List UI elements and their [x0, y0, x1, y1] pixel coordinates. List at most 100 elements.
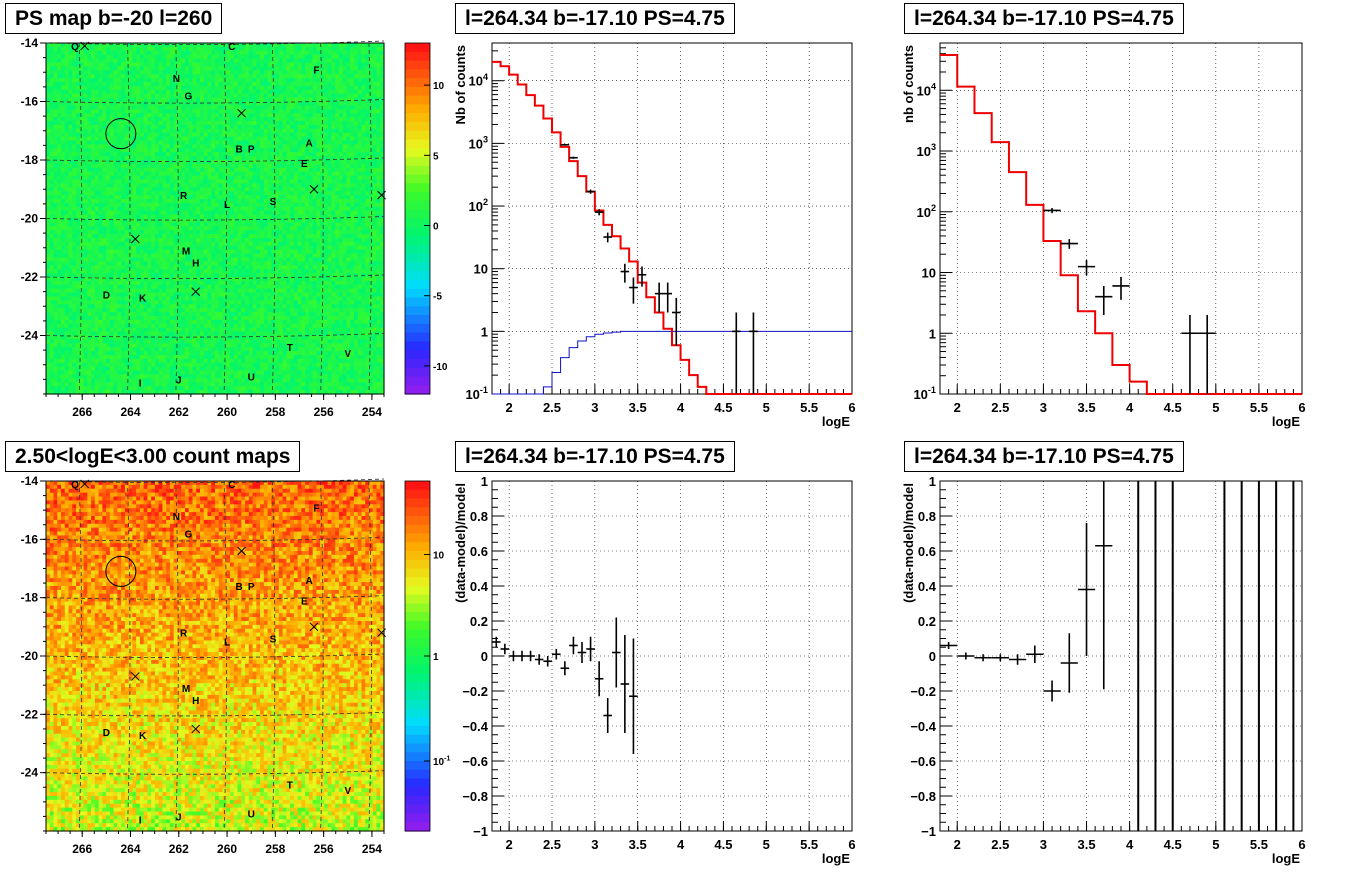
heatmap-cell: [230, 191, 235, 196]
heatmap-cell: [252, 175, 257, 181]
heatmap-cell: [139, 117, 145, 122]
heatmap-cell: [132, 140, 137, 145]
heatmap-cell: [252, 144, 257, 149]
heatmap-cell: [211, 187, 216, 192]
heatmap-cell: [177, 117, 182, 122]
heatmap-cell: [181, 214, 186, 220]
heatmap-cell: [136, 62, 141, 67]
heatmap-cell: [64, 249, 70, 255]
heatmap-cell: [83, 179, 88, 184]
heatmap-cell: [61, 85, 66, 91]
heatmap-cell: [143, 195, 148, 200]
heatmap-cell: [335, 144, 340, 149]
heatmap-cell: [57, 245, 62, 251]
heatmap-cell: [327, 195, 333, 200]
heatmap-cell: [143, 206, 148, 212]
heatmap-cell: [237, 156, 242, 161]
heatmap-cell: [68, 218, 73, 223]
heatmap-cell: [267, 109, 272, 114]
heatmap-cell: [320, 191, 325, 196]
heatmap-cell: [184, 132, 190, 138]
heatmap-cell: [181, 152, 186, 157]
heatmap-cell: [290, 89, 295, 95]
heatmap-cell: [230, 214, 235, 220]
heatmap-cell: [83, 152, 88, 157]
heatmap-cell: [128, 97, 133, 103]
heatmap-cell: [327, 226, 333, 231]
heatmap-cell: [143, 70, 148, 75]
heatmap-cell: [124, 105, 130, 110]
heatmap-cell: [68, 222, 73, 227]
heatmap-cell: [320, 214, 325, 220]
heatmap-cell: [83, 66, 88, 71]
heatmap-cell: [245, 179, 250, 184]
heatmap-cell: [350, 160, 355, 165]
heatmap-cell: [245, 163, 250, 169]
heatmap-cell: [109, 109, 115, 114]
heatmap-cell: [53, 249, 58, 255]
heatmap-cell: [293, 214, 299, 220]
heatmap-cell: [72, 191, 77, 196]
heatmap-cell: [320, 234, 325, 239]
heatmap-cell: [361, 113, 366, 118]
heatmap-cell: [169, 124, 175, 130]
heatmap-cell: [57, 43, 62, 48]
heatmap-cell: [106, 191, 111, 196]
heatmap-cell: [376, 113, 381, 118]
heatmap-cell: [128, 101, 133, 106]
heatmap-cell: [305, 124, 310, 130]
heatmap-cell: [226, 70, 231, 75]
heatmap-cell: [248, 128, 254, 134]
heatmap-cell: [338, 128, 344, 134]
heatmap-cell: [207, 179, 212, 184]
heatmap-cell: [68, 66, 73, 71]
heatmap-cell: [128, 89, 133, 95]
heatmap-cell: [109, 183, 115, 188]
heatmap-cell: [147, 101, 152, 106]
heatmap-cell: [222, 152, 227, 157]
heatmap-cell: [368, 109, 374, 114]
heatmap-cell: [154, 222, 160, 227]
heatmap-cell: [46, 257, 51, 262]
heatmap-cell: [196, 179, 201, 184]
heatmap-cell: [312, 206, 317, 212]
heatmap-cell: [139, 238, 145, 243]
heatmap-cell: [57, 101, 62, 106]
heatmap-cell: [117, 89, 122, 95]
heatmap-cell: [147, 238, 152, 243]
heatmap-cell: [143, 144, 148, 149]
heatmap-cell: [293, 132, 299, 138]
heatmap-cell: [346, 54, 351, 60]
heatmap-cell: [57, 128, 62, 134]
heatmap-cell: [46, 82, 51, 87]
heatmap-cell: [233, 167, 239, 173]
heatmap-cell: [98, 253, 103, 259]
heatmap-cell: [361, 179, 366, 184]
heatmap-cell: [79, 128, 85, 134]
heatmap-cell: [72, 82, 77, 87]
heatmap-cell: [282, 156, 287, 161]
heatmap-cell: [361, 121, 366, 126]
heatmap-cell: [342, 171, 348, 177]
heatmap-cell: [121, 128, 126, 134]
heatmap-cell: [260, 78, 265, 83]
heatmap-cell: [260, 70, 265, 75]
heatmap-cell: [207, 238, 212, 243]
heatmap-cell: [72, 167, 77, 173]
heatmap-cell: [169, 46, 175, 52]
heatmap-cell: [230, 144, 235, 149]
heatmap-cell: [308, 121, 314, 126]
heatmap-cell: [147, 46, 152, 52]
heatmap-cell: [323, 167, 329, 173]
heatmap-cell: [139, 167, 145, 173]
heatmap-cell: [143, 163, 148, 169]
heatmap-cell: [241, 54, 246, 60]
heatmap-cell: [278, 50, 284, 56]
heatmap-cell: [245, 187, 250, 192]
heatmap-cell: [338, 66, 344, 71]
heatmap-cell: [87, 238, 92, 243]
heatmap-cell: [267, 101, 272, 106]
heatmap-cell: [49, 128, 55, 134]
heatmap-cell: [376, 249, 381, 255]
heatmap-cell: [154, 171, 160, 177]
